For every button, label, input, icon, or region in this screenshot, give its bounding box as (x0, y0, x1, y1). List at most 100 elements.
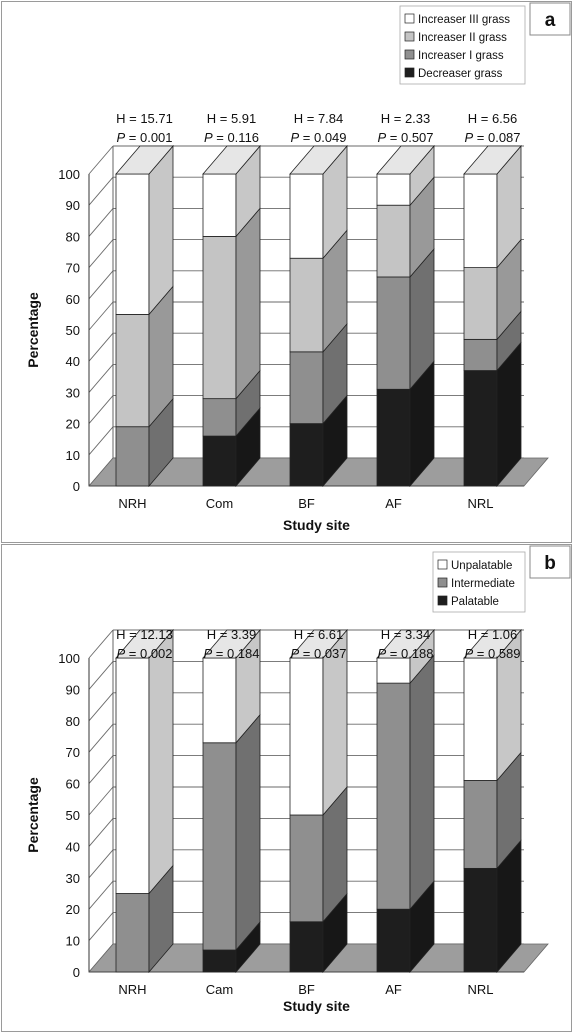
y-tick-label: 100 (58, 651, 80, 666)
stat-p-value: = 0.507 (386, 130, 433, 145)
stat-p-value: = 0.001 (125, 130, 172, 145)
bar-segment-front (376, 682, 411, 910)
x-tick-label: NRL (467, 982, 493, 997)
y-tick-label: 10 (66, 934, 80, 949)
x-tick-label: NRH (118, 496, 146, 511)
bar-top-face (463, 629, 522, 659)
y-tick-label: 30 (66, 871, 80, 886)
stat-h-label: H = 5.91 (207, 111, 257, 126)
bar-segment-front (463, 867, 498, 973)
bar-top-face (376, 145, 435, 175)
bar-segment-front (463, 370, 498, 487)
legend-label: Palatable (451, 596, 499, 608)
panel-letter-box (529, 545, 571, 579)
legend-label: Decreaser grass (418, 68, 503, 80)
y-tick-label: 10 (66, 448, 80, 463)
chart-panel-a: 0 10 20 30 40 50 60 70 80 90 100 NRH H = 15.71 P = 0.… (1, 1, 572, 543)
bar-segment-front (202, 949, 237, 973)
bar-segment-front (463, 338, 498, 371)
y-axis-title: Percentage (25, 777, 41, 853)
gridline-side (88, 661, 114, 690)
legend-swatch (437, 559, 448, 570)
stat-h-label: H = 15.71 (116, 111, 173, 126)
bar-segment-front (115, 657, 150, 894)
stat-p-symbol: P (116, 130, 125, 145)
y-tick-label: 80 (66, 229, 80, 244)
legend-label: Increaser I grass (418, 50, 504, 62)
stat-p-value: = 0.184 (212, 646, 259, 661)
y-tick-label: 60 (66, 777, 80, 792)
stat-p-label: P = 0.001 (116, 130, 172, 145)
stat-p-value: = 0.037 (299, 646, 346, 661)
legend-swatch (437, 577, 448, 588)
stacked-bar-chart-b: 0 10 20 30 40 50 60 70 80 90 100 NRH H = 12.13 P = 0.… (25, 545, 571, 1014)
bar-segment-front (202, 173, 237, 237)
stat-p-value: = 0.188 (386, 646, 433, 661)
stat-p-symbol: P (464, 130, 473, 145)
bar-top-face (115, 145, 174, 175)
bar-segment-front (115, 173, 150, 315)
bar-segment-side (409, 654, 435, 911)
bar-segment-front (115, 313, 150, 428)
bar-top-face (289, 145, 348, 175)
gridline-side (88, 301, 114, 331)
bar-segment-front (115, 893, 150, 973)
bar-segment-front (289, 921, 324, 973)
y-tick-label: 40 (66, 839, 80, 854)
bar-segment-front (202, 398, 237, 437)
bar-segment-front (202, 657, 237, 744)
legend-label: Increaser II grass (418, 32, 507, 44)
bar-segment-front (376, 204, 411, 278)
bar-segment-front (463, 267, 498, 340)
legend-label: Intermediate (451, 578, 515, 590)
gridline-side (88, 208, 114, 237)
legend-box (399, 5, 526, 85)
legend-swatch (404, 49, 415, 60)
y-tick-label: 90 (66, 198, 80, 213)
gridline-side (88, 395, 114, 424)
y-tick-label: 90 (66, 682, 80, 697)
bar-segment-front (463, 657, 498, 781)
y-tick-label: 70 (66, 745, 80, 760)
bar-segment-side (148, 144, 174, 316)
bar-top-face (376, 629, 435, 659)
bar-segment-front (376, 173, 411, 206)
chart-panel-b: 0 10 20 30 40 50 60 70 80 90 100 NRH H = 12.13 P = 0.… (1, 544, 572, 1032)
stat-p-symbol: P (377, 130, 386, 145)
bar-segment-front (289, 257, 324, 353)
gridline-side (88, 786, 114, 816)
stat-p-symbol: P (290, 646, 299, 661)
gridline-side (88, 818, 114, 847)
stat-p-label: P = 0.507 (377, 130, 433, 145)
legend-box (432, 551, 526, 613)
x-tick-label: AF (385, 982, 402, 997)
stat-p-symbol: P (203, 646, 212, 661)
bar-segment-front (115, 426, 150, 487)
stat-h-label: H = 1.06 (468, 627, 518, 642)
gridline-side (88, 880, 114, 910)
bar-top-face (289, 629, 348, 659)
y-tick-label: 60 (66, 292, 80, 307)
bar-segment-front (202, 435, 237, 487)
stat-h-label: H = 3.39 (207, 627, 257, 642)
legend-swatch (404, 13, 415, 24)
bar-segment-front (202, 742, 237, 951)
y-tick-label: 80 (66, 714, 80, 729)
bar-segment-front (289, 657, 324, 816)
x-tick-label: NRH (118, 982, 146, 997)
gridline-side (88, 270, 114, 300)
panel-letter-box (529, 2, 571, 36)
legend-swatch (404, 31, 415, 42)
bar-segment-front (376, 908, 411, 973)
y-tick-label: 50 (66, 808, 80, 823)
bar-segment-front (289, 351, 324, 424)
stacked-bar-chart-a: 0 10 20 30 40 50 60 70 80 90 100 NRH H = 15.71 P = 0.… (25, 2, 571, 533)
y-tick-label: 30 (66, 385, 80, 400)
stat-p-label: P = 0.188 (377, 646, 433, 661)
y-tick-label: 0 (73, 479, 80, 494)
x-tick-label: Cam (206, 982, 233, 997)
stat-h-label: H = 3.34 (381, 627, 431, 642)
gridline-side (88, 145, 114, 175)
stat-h-label: H = 7.84 (294, 111, 344, 126)
y-tick-label: 20 (66, 902, 80, 917)
